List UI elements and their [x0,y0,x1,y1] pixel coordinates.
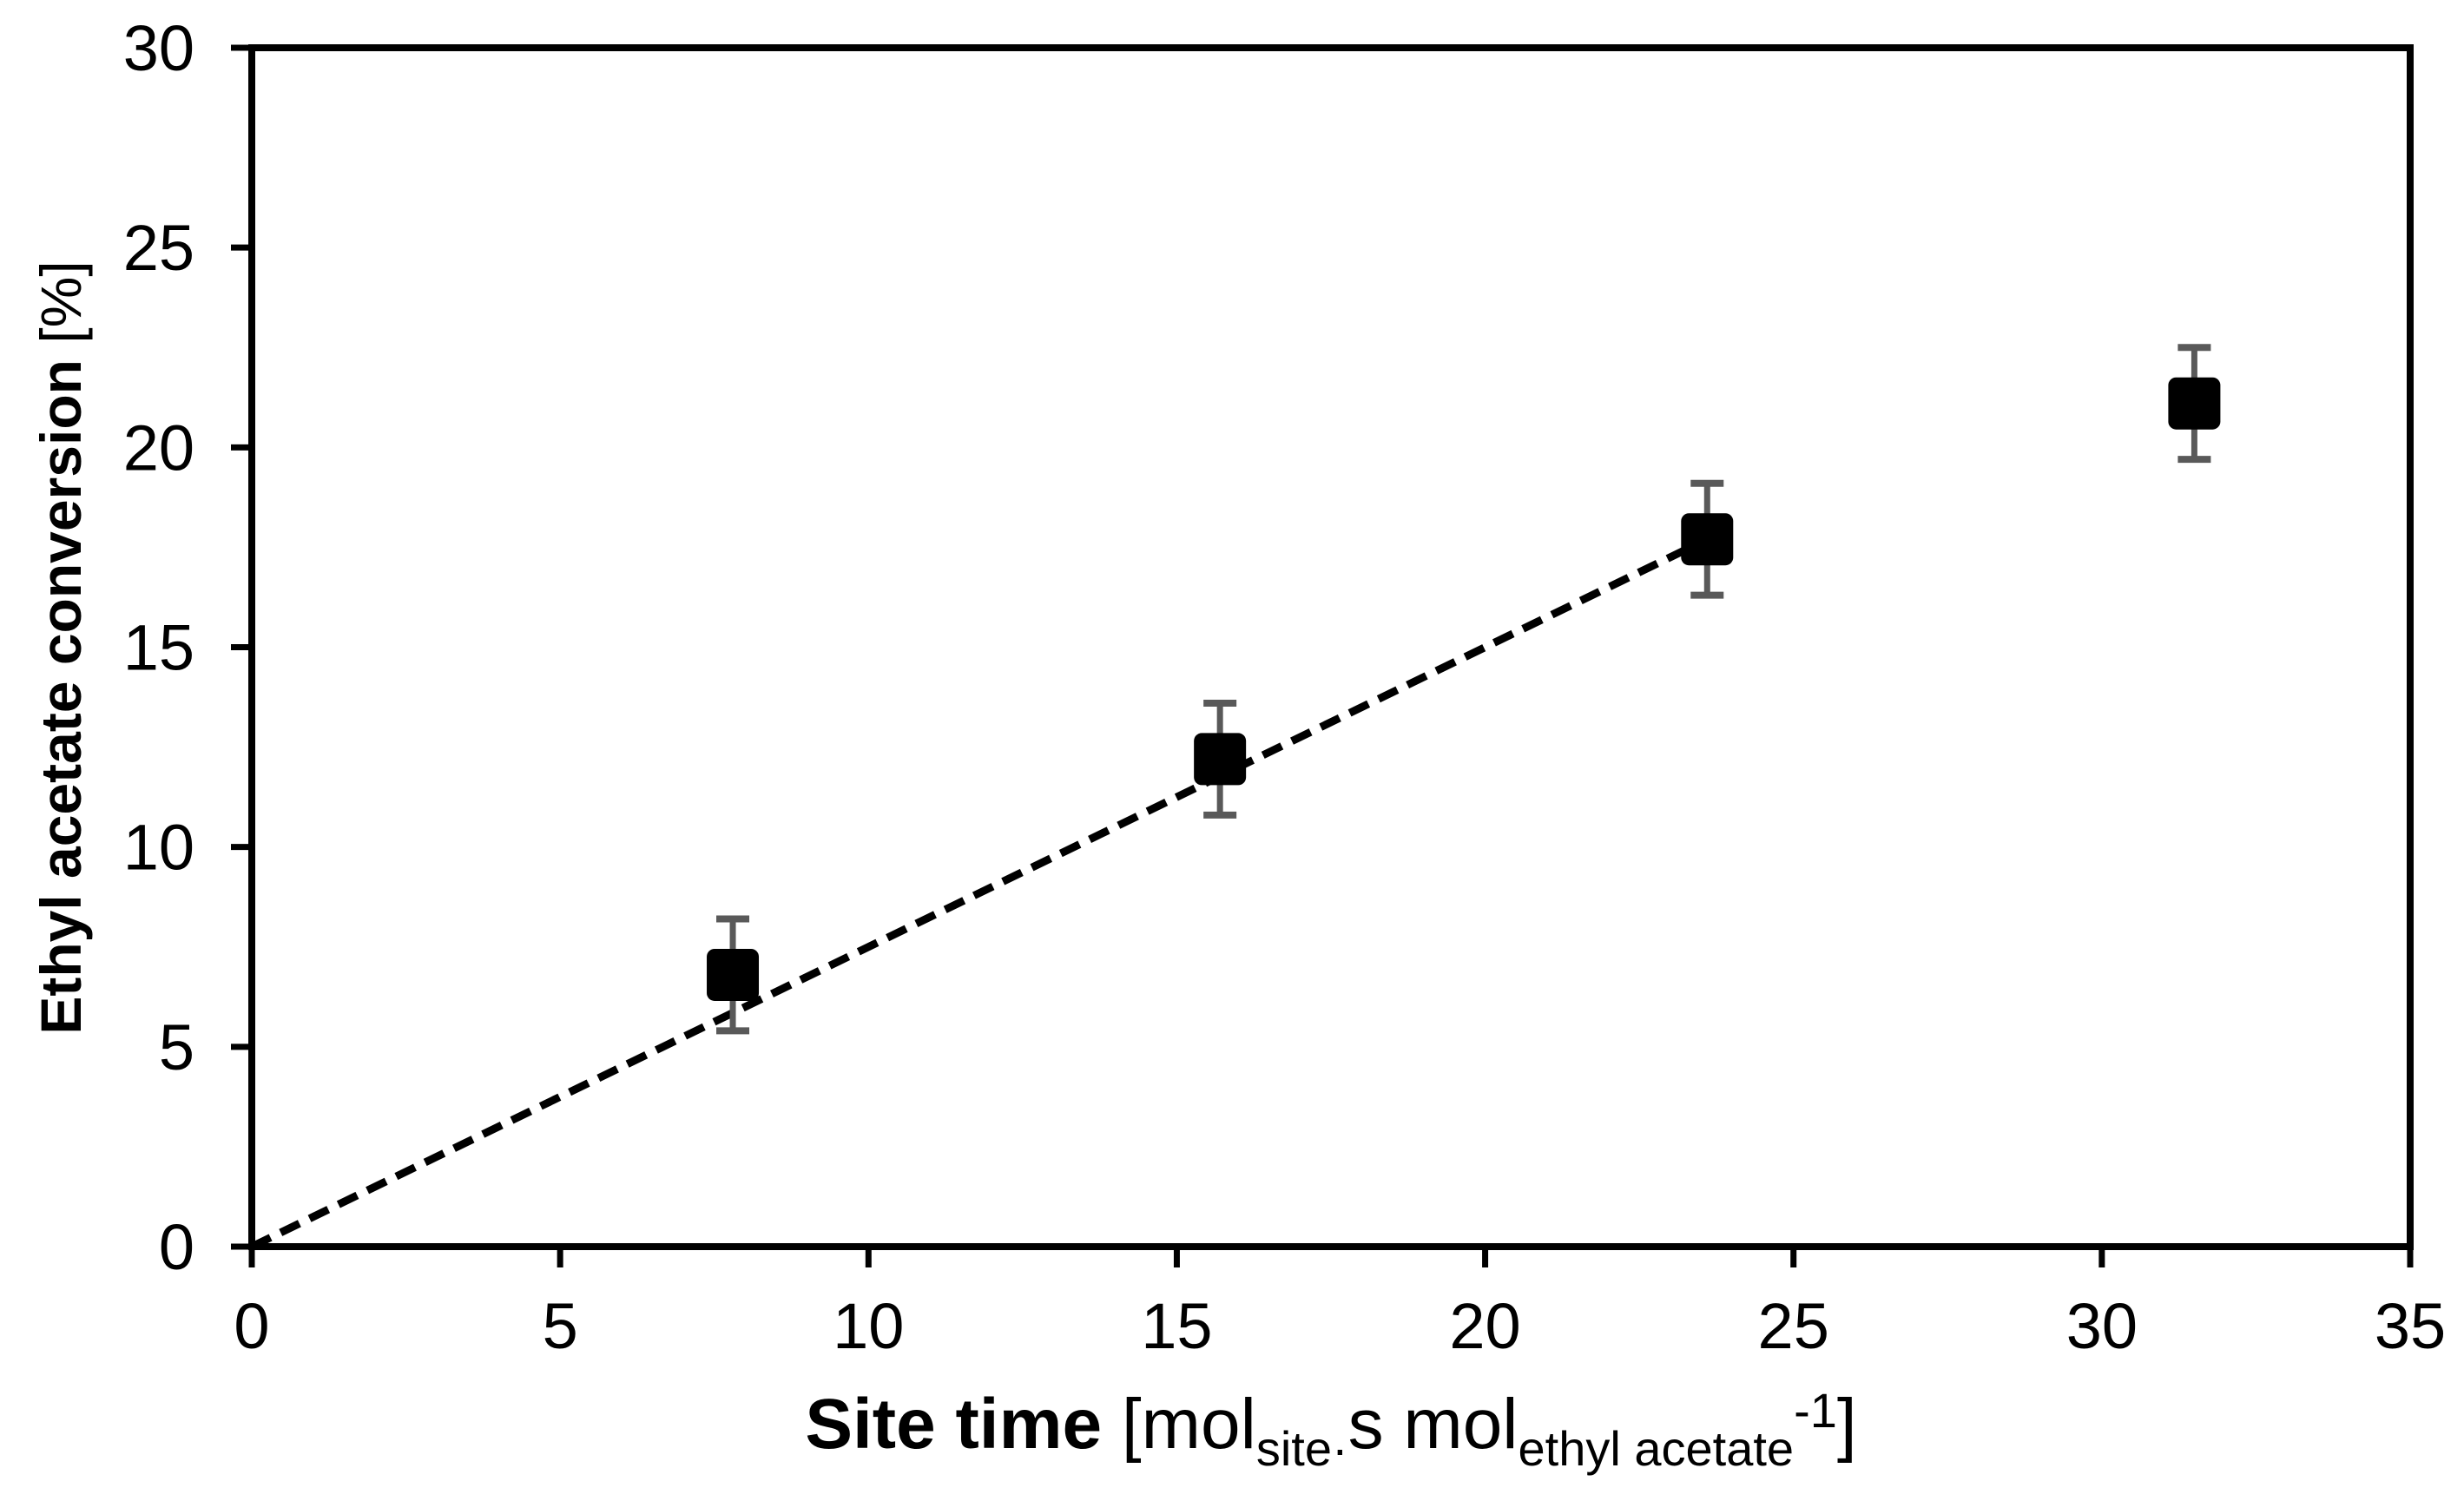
x-tick-label: 15 [1141,1290,1212,1362]
x-tick-label: 0 [234,1290,269,1362]
x-tick-label: 5 [543,1290,578,1362]
x-tick-label: 10 [833,1290,904,1362]
y-tick-label: 25 [123,212,194,284]
y-tick-label: 5 [159,1011,194,1083]
y-axis-title: Ethyl acetate conversion [%] [29,260,93,1034]
x-tick-label: 30 [2066,1290,2138,1362]
data-point-marker [1681,513,1734,566]
data-point-marker [707,948,760,1001]
x-tick-label: 35 [2375,1290,2446,1362]
y-tick-label: 20 [123,411,194,484]
plot-frame [248,44,2414,1250]
y-tick-label: 10 [123,812,194,884]
y-tick-label: 15 [123,612,194,684]
x-tick-label: 25 [1758,1290,1829,1362]
y-tick-label: 30 [123,12,194,84]
data-point-marker [1194,733,1247,786]
data-point-marker [2168,377,2221,430]
x-axis-title: Site time [molsite·s molethyl acetate-1] [805,1383,1856,1476]
x-tick-label: 20 [1449,1290,1520,1362]
trendline [250,536,1710,1251]
y-tick-label: 0 [159,1211,194,1283]
